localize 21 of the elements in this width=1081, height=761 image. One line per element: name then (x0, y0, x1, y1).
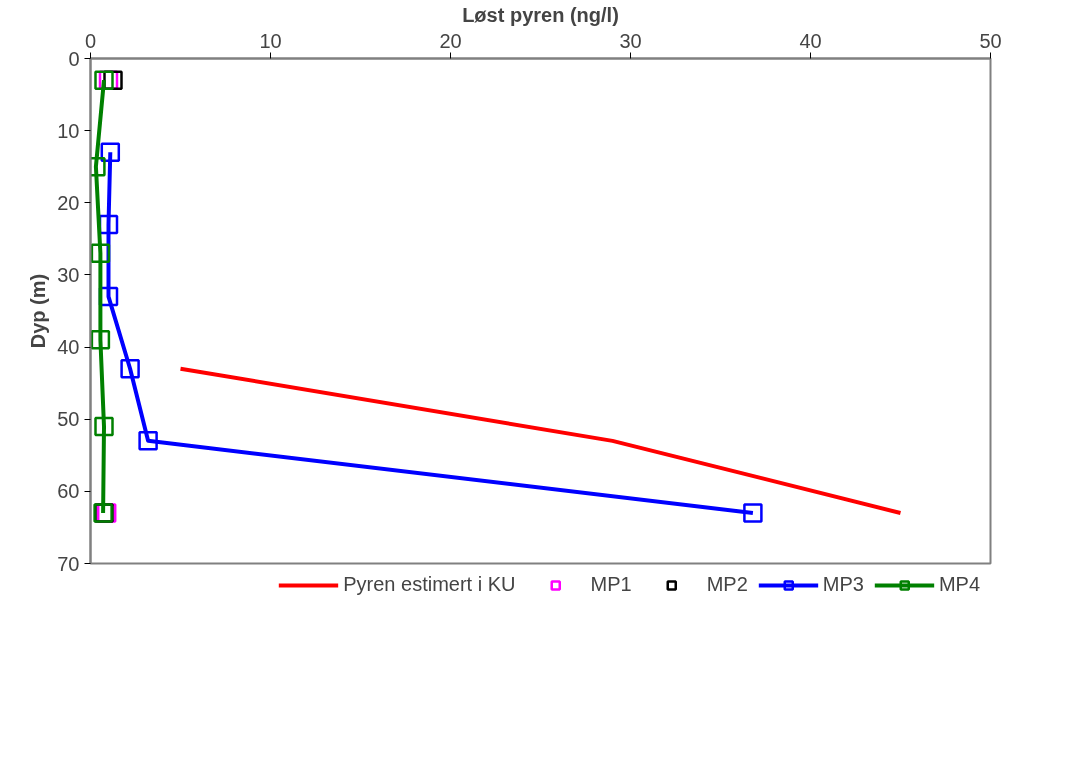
x-tick-label: 40 (799, 29, 822, 52)
x-tick-label: 30 (619, 29, 642, 52)
legend-label: MP3 (822, 573, 864, 596)
x-tick-label: 20 (439, 29, 462, 52)
x-tick-label: 50 (979, 29, 1002, 52)
legend-label: MP1 (590, 573, 632, 596)
y-tick-label: 30 (57, 263, 80, 286)
y-tick-label: 20 (57, 191, 80, 214)
legend-label: Pyren estimert i KU (343, 573, 516, 596)
legend-label: MP4 (938, 573, 980, 596)
y-tick-label: 0 (68, 47, 80, 70)
y-tick-label: 10 (57, 119, 80, 142)
y-tick-label: 70 (57, 552, 80, 575)
x-axis-title: Løst pyren (ng/l) (462, 3, 619, 26)
y-tick-label: 60 (57, 480, 80, 503)
y-tick-label: 50 (57, 408, 80, 431)
y-axis-title: Dyp (m) (27, 273, 50, 349)
legend-label: MP2 (706, 573, 748, 596)
x-tick-label: 0 (84, 29, 97, 52)
y-tick-label: 40 (57, 336, 80, 359)
x-tick-label: 10 (259, 29, 282, 52)
